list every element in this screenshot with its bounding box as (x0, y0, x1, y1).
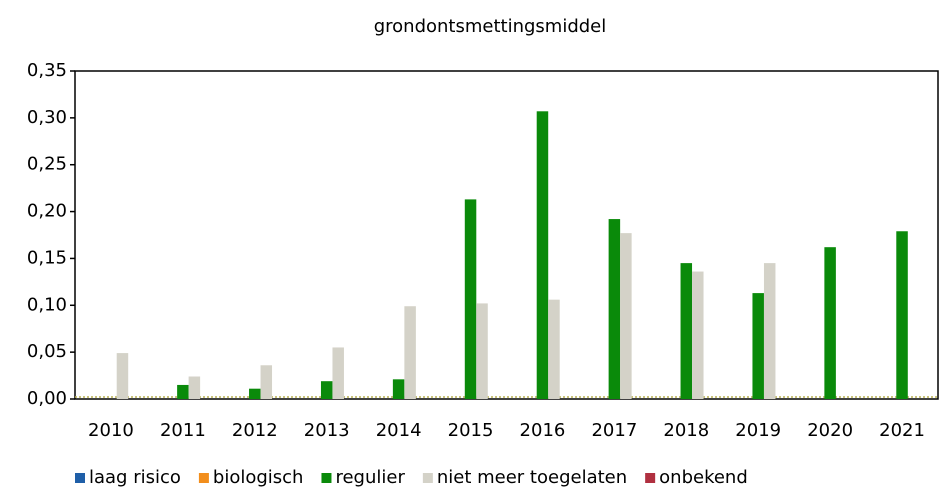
y-tick-label: 0,10 (27, 294, 67, 315)
legend-label: regulier (335, 467, 405, 488)
x-tick-label: 2020 (807, 420, 853, 441)
legend-label: onbekend (659, 467, 748, 488)
y-tick-label: 0,15 (27, 247, 67, 268)
x-tick-label: 2021 (879, 420, 925, 441)
y-tick-label: 0,35 (27, 60, 67, 81)
legend-swatch (645, 473, 656, 483)
y-tick-label: 0,00 (27, 388, 67, 409)
plot-frame (74, 70, 939, 400)
x-tick-label: 2013 (304, 420, 350, 441)
bar (260, 365, 273, 399)
bar (680, 263, 693, 399)
legend-label: niet meer toegelaten (437, 467, 627, 488)
x-tick-label: 2010 (88, 420, 134, 441)
x-tick-label: 2015 (448, 420, 494, 441)
bar (692, 271, 704, 399)
bar (620, 233, 632, 399)
bar (896, 231, 908, 399)
bar (188, 376, 201, 399)
y-tick-label: 0,20 (27, 201, 67, 222)
x-tick-label: 2014 (376, 420, 422, 441)
bar (476, 303, 488, 399)
bar (332, 347, 344, 399)
legend-label: laag risico (89, 467, 181, 488)
chart-title: grondontsmettingsmiddel (374, 16, 607, 37)
bar (536, 111, 549, 399)
bar (824, 247, 836, 399)
x-tick-label: 2018 (663, 420, 709, 441)
legend-swatch (198, 473, 209, 483)
x-tick-label: 2012 (232, 420, 278, 441)
x-tick-label: 2011 (160, 420, 206, 441)
legend-swatch (321, 473, 332, 483)
bar (320, 381, 333, 399)
x-tick-label: 2016 (520, 420, 566, 441)
bar (752, 293, 764, 399)
legend-swatch (422, 473, 433, 483)
x-tick-label: 2017 (591, 420, 637, 441)
bar (464, 199, 477, 399)
y-tick-label: 0,25 (27, 154, 67, 175)
bar (116, 353, 129, 399)
legend-swatch (75, 473, 85, 483)
bar (392, 379, 405, 399)
y-tick-label: 0,30 (27, 107, 67, 128)
bar (608, 219, 621, 399)
y-tick-label: 0,05 (27, 341, 67, 362)
bar (177, 384, 189, 399)
bar (763, 263, 776, 399)
legend-label: biologisch (213, 467, 304, 488)
x-tick-label: 2019 (735, 420, 781, 441)
bar (548, 299, 560, 399)
bar (249, 388, 261, 399)
bar (404, 306, 416, 399)
